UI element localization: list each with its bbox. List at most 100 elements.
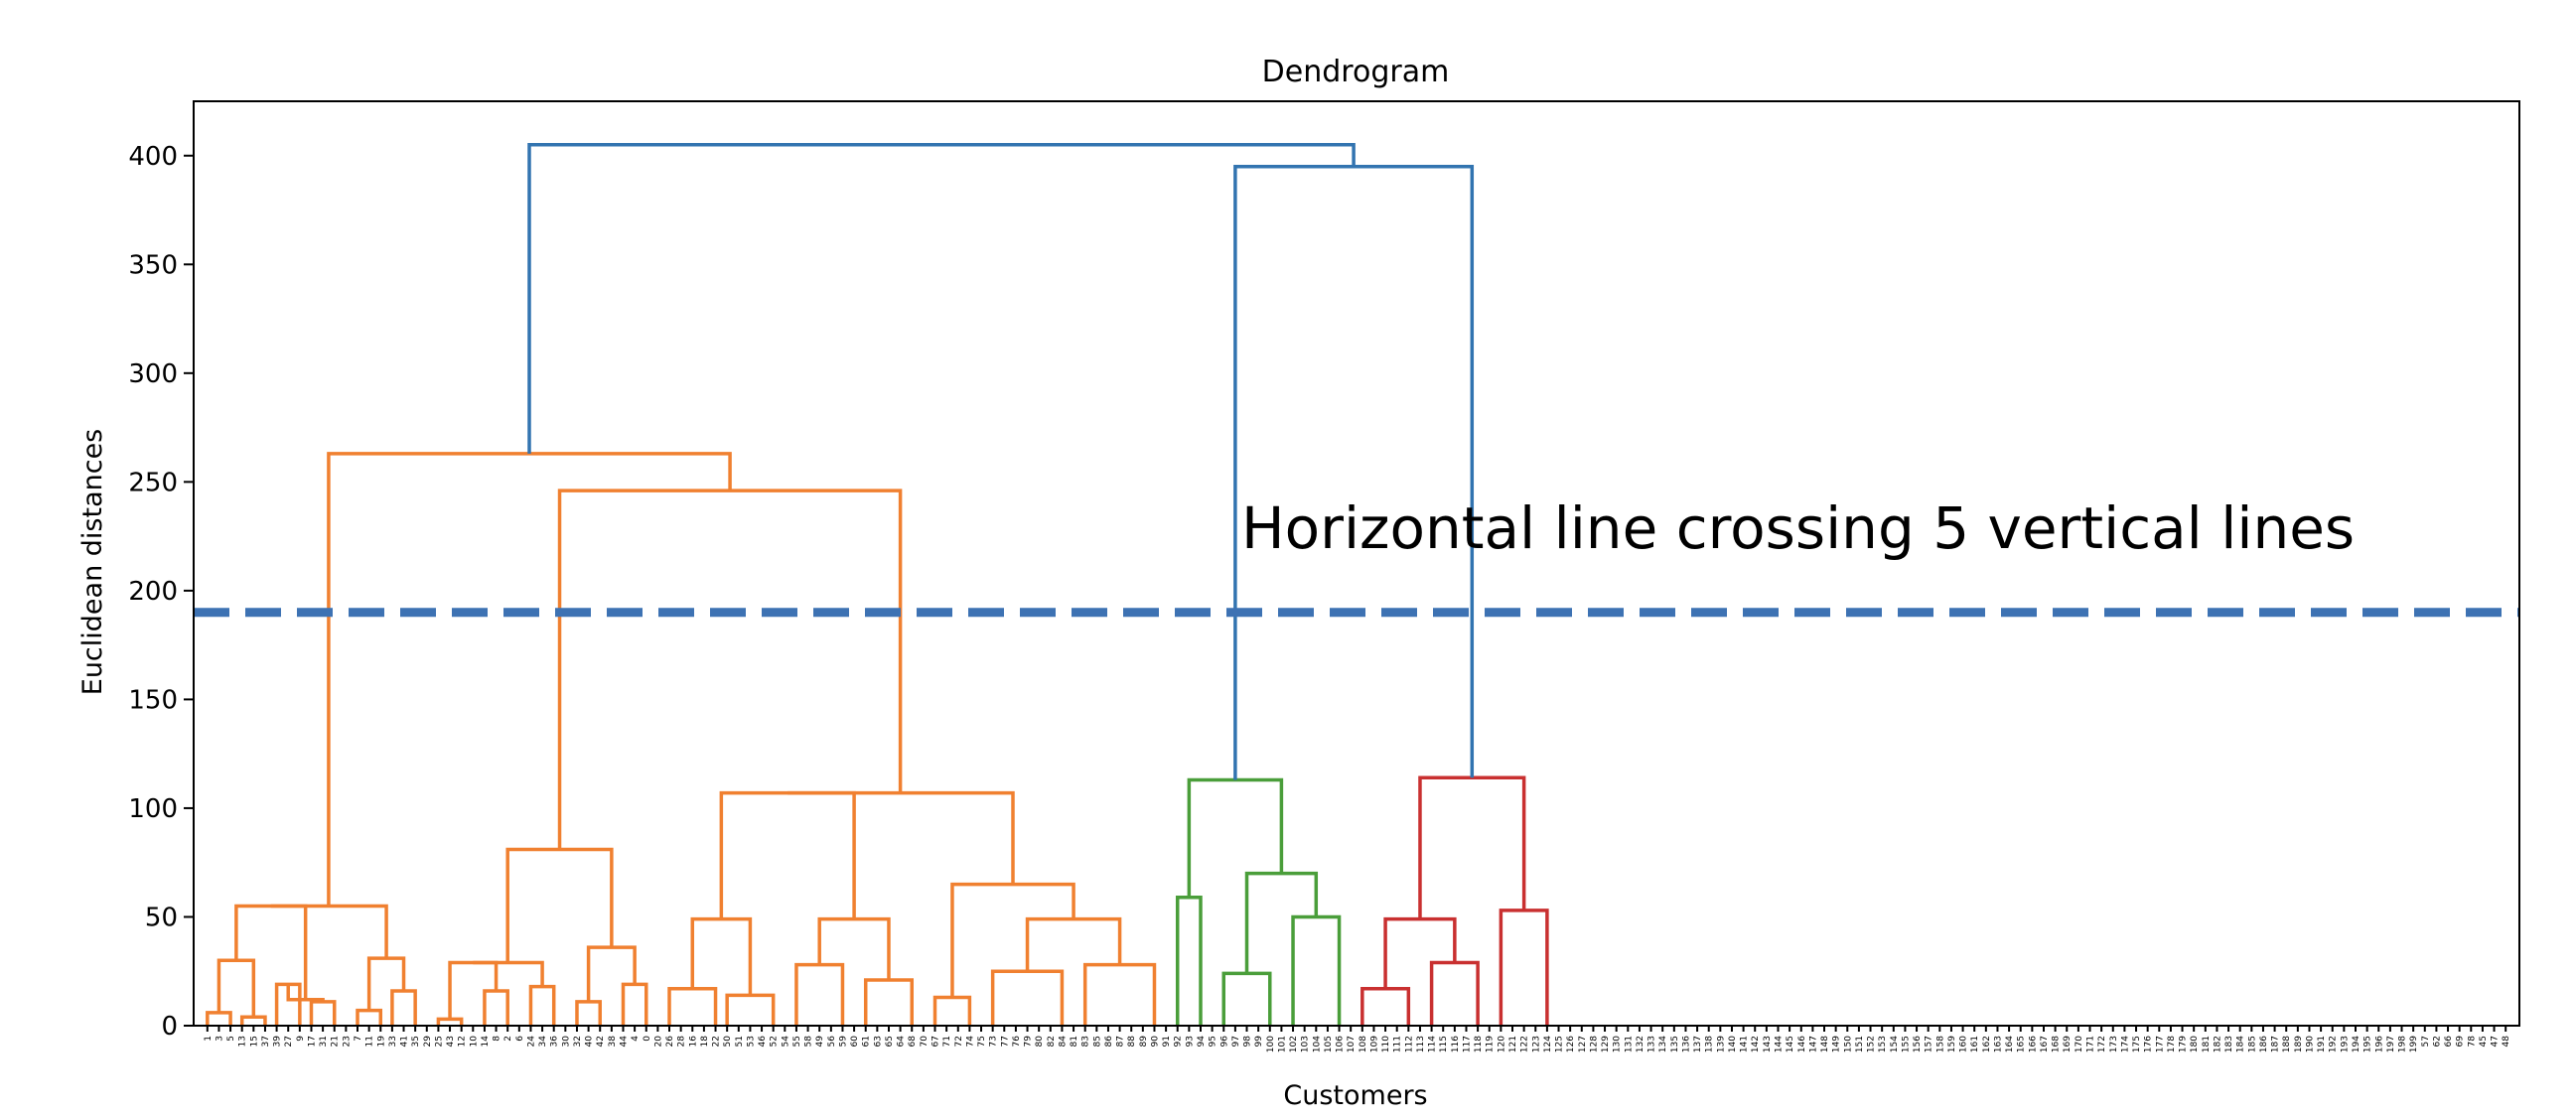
leaf-label: 64 (897, 1036, 907, 1048)
leaf-label: 132 (1636, 1036, 1646, 1052)
leaf-label: 32 (573, 1036, 583, 1047)
leaf-label: 7 (354, 1036, 363, 1042)
leaf-label: 171 (2086, 1036, 2096, 1052)
leaf-label: 194 (2352, 1036, 2361, 1052)
dendrogram-link (1499, 909, 1549, 1026)
dendrogram-link (1244, 871, 1319, 974)
leaf-label: 142 (1751, 1036, 1761, 1052)
y-tick-label: 100 (128, 794, 178, 824)
leaf-label: 15 (249, 1036, 259, 1047)
leaf-label: 191 (2317, 1036, 2327, 1052)
leaf-label: 127 (1578, 1036, 1588, 1052)
leaf-label: 60 (850, 1036, 860, 1048)
leaf-label: 119 (1486, 1036, 1496, 1052)
leaf-label: 177 (2155, 1036, 2165, 1052)
leaf-label: 126 (1566, 1036, 1576, 1052)
leaf-label: 69 (2456, 1036, 2466, 1048)
leaf-label: 78 (2467, 1036, 2477, 1048)
leaf-label: 85 (1092, 1036, 1102, 1047)
leaf-label: 5 (226, 1036, 236, 1042)
leaf-label: 187 (2271, 1036, 2281, 1052)
leaf-label: 151 (1855, 1036, 1865, 1052)
leaf-label: 115 (1439, 1036, 1449, 1052)
leaf-label: 37 (261, 1036, 271, 1047)
leaf-label: 148 (1820, 1036, 1830, 1052)
leaf-label: 86 (1104, 1036, 1114, 1048)
leaf-label: 184 (2236, 1036, 2246, 1052)
leaf-label: 136 (1681, 1036, 1691, 1052)
leaf-label: 98 (1243, 1036, 1253, 1048)
leaf-label: 156 (1913, 1036, 1923, 1052)
y-tick-label: 300 (128, 359, 178, 389)
leaf-label: 31 (319, 1036, 329, 1047)
leaf-label: 41 (400, 1036, 410, 1047)
leaf-label: 140 (1728, 1036, 1738, 1052)
leaf-label: 47 (2491, 1036, 2501, 1047)
leaf-label: 152 (1867, 1036, 1877, 1052)
leaf-label: 4 (631, 1036, 641, 1042)
leaf-label: 16 (688, 1036, 698, 1048)
leaf-label: 118 (1474, 1036, 1484, 1052)
leaf-label: 186 (2259, 1036, 2269, 1052)
leaf-label: 150 (1843, 1036, 1853, 1052)
dendrogram-link (1429, 960, 1480, 1026)
leaf-label: 133 (1647, 1036, 1657, 1052)
leaf-label: 26 (665, 1036, 675, 1048)
leaf-label: 70 (920, 1036, 930, 1048)
leaf-label: 157 (1925, 1036, 1934, 1052)
leaf-label: 6 (515, 1036, 525, 1042)
y-tick-label: 400 (128, 142, 178, 172)
leaf-label: 67 (931, 1036, 941, 1047)
leaf-label: 111 (1393, 1036, 1403, 1052)
leaf-label: 144 (1774, 1036, 1784, 1052)
leaf-label: 14 (481, 1036, 491, 1048)
leaf-label: 43 (446, 1036, 456, 1047)
dendrogram-link (1383, 916, 1457, 989)
leaf-label: 162 (1982, 1036, 1992, 1052)
annotation-text: Horizontal line crossing 5 vertical line… (1241, 494, 2355, 562)
leaf-label: 79 (1024, 1036, 1034, 1048)
dendrogram-link (356, 1008, 383, 1026)
dendrogram-link (950, 882, 1075, 998)
dendrogram-link (667, 987, 718, 1026)
leaf-label: 145 (1786, 1036, 1795, 1052)
leaf-label: 167 (2040, 1036, 2050, 1052)
leaf-label: 105 (1324, 1036, 1334, 1052)
leaf-label: 54 (781, 1036, 790, 1048)
leaf-label: 112 (1404, 1036, 1414, 1052)
y-tick-label: 250 (128, 468, 178, 497)
leaf-label: 2 (503, 1036, 513, 1042)
leaf-label: 124 (1543, 1036, 1553, 1052)
leaf-label: 39 (273, 1036, 283, 1048)
leaf-label: 128 (1589, 1036, 1599, 1052)
leaf-label: 34 (538, 1036, 548, 1048)
y-tick-label: 0 (161, 1012, 178, 1042)
leaf-label: 48 (2502, 1036, 2511, 1048)
x-axis-title: Customers (1283, 1080, 1427, 1111)
leaf-label: 24 (526, 1036, 536, 1048)
leaf-label: 49 (815, 1036, 825, 1048)
dendrogram-link (206, 1011, 232, 1026)
leaf-label: 104 (1312, 1036, 1322, 1052)
leaf-label: 141 (1740, 1036, 1750, 1052)
leaf-label: 58 (804, 1036, 814, 1048)
dendrogram-link (239, 1015, 267, 1026)
leaf-label: 62 (2432, 1036, 2442, 1047)
leaf-label: 193 (2340, 1036, 2350, 1052)
leaf-label: 89 (1139, 1036, 1149, 1048)
leaf-label: 57 (2421, 1036, 2431, 1047)
dendrogram-link (990, 969, 1065, 1026)
dendrogram-link (216, 958, 256, 1018)
leaf-label: 131 (1624, 1036, 1634, 1052)
leaf-label: 122 (1520, 1036, 1530, 1052)
y-axis-title: Euclidean distances (77, 429, 108, 695)
leaf-label: 174 (2120, 1036, 2130, 1052)
leaf-label: 94 (1197, 1036, 1207, 1048)
leaf-label: 110 (1381, 1036, 1391, 1052)
leaf-label: 87 (1116, 1036, 1126, 1047)
leaf-label: 153 (1878, 1036, 1888, 1052)
leaf-label: 173 (2109, 1036, 2119, 1052)
leaf-label: 91 (1162, 1036, 1172, 1047)
leaf-label: 195 (2363, 1036, 2373, 1052)
leaf-label: 10 (469, 1036, 479, 1048)
